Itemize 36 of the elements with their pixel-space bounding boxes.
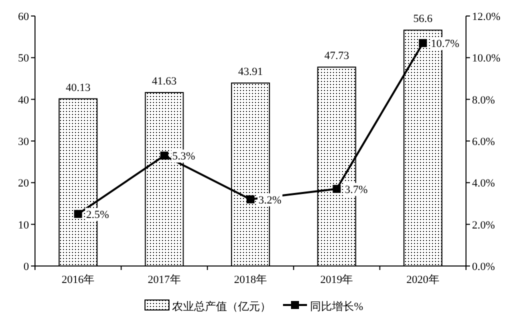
y2-tick-label: 0.0%: [472, 261, 495, 273]
data-label: 10.7%: [430, 38, 460, 50]
point: [418, 39, 427, 48]
y2-tick-label: 2.0%: [472, 219, 495, 232]
y2-tick-label: 6.0%: [472, 136, 495, 148]
y-tick-label: 0: [24, 261, 30, 273]
data-label: 3.7%: [344, 184, 368, 196]
y-tick-label: 50: [18, 52, 30, 65]
data-label: 2.5%: [86, 208, 110, 221]
y-tick-label: 30: [18, 136, 30, 148]
y2-tick-label: 4.0%: [472, 178, 495, 190]
x-tick-label: 2020年: [406, 274, 440, 286]
data-label: 43.91: [238, 66, 263, 78]
y2-tick-label: 10.0%: [472, 52, 500, 65]
y2-tick-label: 8.0%: [472, 94, 495, 106]
data-label: 3.2%: [258, 194, 282, 206]
y-tick-label: 10: [18, 219, 30, 232]
y-tick-label: 40: [18, 94, 30, 106]
data-label: 41.63: [152, 76, 178, 88]
point: [332, 184, 341, 193]
legend-label: 同比增长%: [310, 300, 364, 313]
data-label: 56.6: [413, 13, 434, 26]
x-tick-label: 2016年: [62, 274, 95, 286]
legend-label: 农业总产值（亿元）: [172, 300, 271, 313]
x-tick-label: 2017年: [148, 274, 181, 286]
y2-tick-label: 12.0%: [472, 11, 500, 23]
y-tick-label: 20: [18, 178, 30, 190]
point: [246, 195, 254, 204]
data-label: 47.73: [324, 50, 350, 62]
data-label: 5.3%: [172, 150, 196, 163]
x-tick-label: 2018年: [234, 274, 267, 286]
data-label: 40.13: [66, 82, 91, 94]
point: [160, 152, 168, 160]
point: [74, 210, 82, 218]
x-tick-label: 2019年: [320, 274, 354, 286]
y-tick-label: 60: [18, 11, 30, 23]
